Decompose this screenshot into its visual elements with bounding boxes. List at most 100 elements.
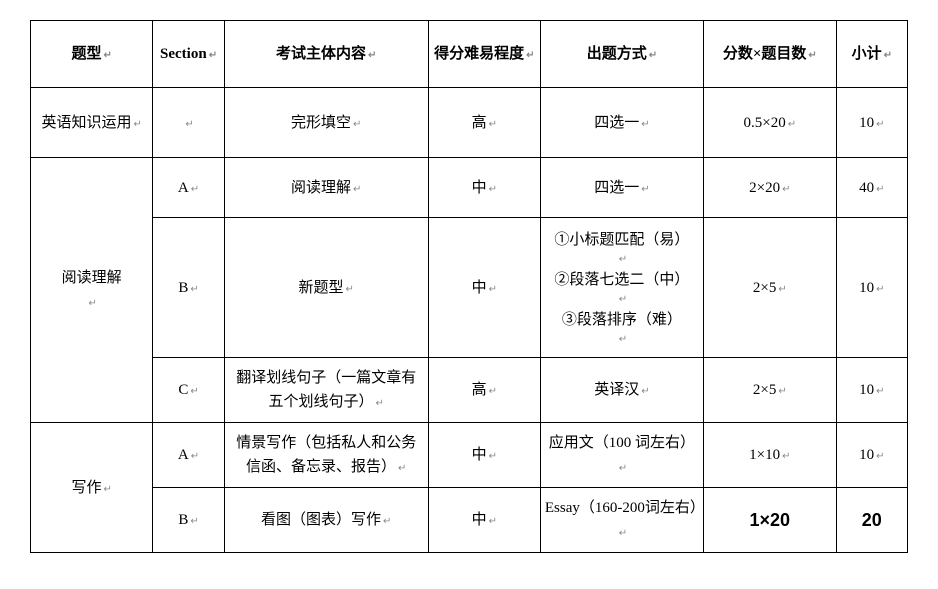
table-row: B↵ 新题型↵ 中↵ ①小标题匹配（易）↵ ②段落七选二（中）↵ ③段落排序（难…: [31, 218, 908, 358]
cell-text: 1×20: [750, 510, 791, 530]
cell-score-bold: 1×20: [704, 488, 837, 553]
cell-subtotal: 40↵: [836, 158, 907, 218]
para-marker: ↵: [191, 184, 199, 195]
cell-difficulty: 中↵: [428, 488, 540, 553]
header-text: 题型: [71, 46, 101, 62]
cell-method-multi: ①小标题匹配（易）↵ ②段落七选二（中）↵ ③段落排序（难）↵: [540, 218, 703, 358]
header-text: 出题方式: [587, 46, 647, 62]
cell-text: C: [178, 382, 188, 398]
cell-text: 写作: [71, 480, 101, 496]
cell-text: 0.5×20: [743, 115, 785, 131]
para-marker: ↵: [376, 398, 384, 409]
para-marker: ↵: [641, 386, 649, 397]
col-subtotal: 小计↵: [836, 21, 907, 88]
cell-text: A: [178, 180, 189, 196]
cell-section: A↵: [153, 158, 224, 218]
cell-text: 英译汉: [594, 382, 639, 398]
para-marker: ↵: [884, 50, 892, 61]
para-marker: ↵: [808, 50, 816, 61]
cell-content: 完形填空↵: [224, 88, 428, 158]
para-marker: ↵: [876, 119, 884, 130]
cell-score: 2×5↵: [704, 218, 837, 358]
cell-text: 10: [859, 447, 874, 463]
para-marker: ↵: [190, 516, 198, 527]
header-text: 分数×题目数: [723, 46, 807, 62]
cell-text: 2×20: [749, 180, 780, 196]
cell-text: A: [178, 447, 189, 463]
cell-difficulty: 中↵: [428, 423, 540, 488]
cell-text: 完形填空: [291, 115, 351, 131]
para-marker: ↵: [489, 516, 497, 527]
para-marker: ↵: [876, 184, 884, 195]
cell-text: 40: [859, 180, 874, 196]
cell-content: 看图（图表）写作↵: [224, 488, 428, 553]
cell-text: 中: [472, 447, 487, 463]
para-marker: ↵: [641, 184, 649, 195]
cell-text: 高: [472, 382, 487, 398]
cell-score: 2×5↵: [704, 358, 837, 423]
cell-text: 20: [862, 510, 882, 530]
table-row: 写作↵ A↵ 情景写作（包括私人和公务信函、备忘录、报告）↵ 中↵ 应用文（10…: [31, 423, 908, 488]
cell-text: 10: [859, 115, 874, 131]
cell-text: B: [178, 512, 188, 528]
cell-text: 中: [472, 280, 487, 296]
cell-text: 1×10: [749, 447, 780, 463]
header-text: Section: [160, 46, 207, 62]
cell-difficulty: 中↵: [428, 158, 540, 218]
cell-text: 翻译划线句子（一篇文章有五个划线句子）: [236, 370, 416, 410]
para-marker: ↵: [782, 184, 790, 195]
cell-text: 中: [472, 512, 487, 528]
cell-text: 情景写作（包括私人和公务信函、备忘录、报告）: [236, 435, 416, 475]
table-row: 阅读理解 ↵ A↵ 阅读理解↵ 中↵ 四选一↵ 2×20↵ 40↵: [31, 158, 908, 218]
para-marker: ↵: [190, 386, 198, 397]
para-marker: ↵: [489, 184, 497, 195]
method-line: ①小标题匹配（易）↵: [545, 228, 699, 268]
cell-text: 看图（图表）写作: [261, 512, 381, 528]
para-marker: ↵: [88, 298, 96, 309]
para-marker: ↵: [103, 50, 111, 61]
para-marker: ↵: [133, 119, 141, 130]
para-marker: ↵: [190, 284, 198, 295]
cell-text: 应用文（100 词左右）: [549, 435, 695, 451]
cell-subtotal: 10↵: [836, 88, 907, 158]
cell-method: 四选一↵: [540, 158, 703, 218]
method-line: ③段落排序（难）↵: [545, 308, 699, 348]
cell-text: 阅读理解: [62, 270, 122, 286]
para-marker: ↵: [876, 451, 884, 462]
cell-text: B: [178, 280, 188, 296]
para-marker: ↵: [782, 451, 790, 462]
table-row: 英语知识运用↵ ↵ 完形填空↵ 高↵ 四选一↵ 0.5×20↵ 10↵: [31, 88, 908, 158]
cell-section: B↵: [153, 488, 224, 553]
para-marker: ↵: [489, 451, 497, 462]
para-marker: ↵: [489, 386, 497, 397]
para-marker: ↵: [353, 119, 361, 130]
cell-content: 新题型↵: [224, 218, 428, 358]
header-text: 考试主体内容: [276, 46, 366, 62]
cell-method: 应用文（100 词左右） ↵: [540, 423, 703, 488]
para-marker: ↵: [383, 516, 391, 527]
para-marker: ↵: [353, 184, 361, 195]
exam-structure-table: 题型↵ Section↵ 考试主体内容↵ 得分难易程度↵ 出题方式↵ 分数×题目…: [30, 20, 908, 553]
col-method: 出题方式↵: [540, 21, 703, 88]
para-marker: ↵: [489, 119, 497, 130]
cell-score: 0.5×20↵: [704, 88, 837, 158]
cell-text: 2×5: [753, 280, 776, 296]
cell-subtotal: 10↵: [836, 218, 907, 358]
cell-subtotal: 10↵: [836, 358, 907, 423]
cell-type-group: 阅读理解 ↵: [31, 158, 153, 423]
para-marker: ↵: [346, 284, 354, 295]
para-marker: ↵: [876, 386, 884, 397]
para-marker: ↵: [489, 284, 497, 295]
table-row: B↵ 看图（图表）写作↵ 中↵ Essay（160-200词左右）↵ 1×20 …: [31, 488, 908, 553]
cell-text: Essay（160-200词左右）: [545, 500, 705, 516]
para-marker: ↵: [778, 386, 786, 397]
cell-section: C↵: [153, 358, 224, 423]
col-difficulty: 得分难易程度↵: [428, 21, 540, 88]
cell-score: 2×20↵: [704, 158, 837, 218]
cell-method: 四选一↵: [540, 88, 703, 158]
para-marker: ↵: [619, 463, 627, 474]
para-marker: ↵: [398, 463, 406, 474]
col-section: Section↵: [153, 21, 224, 88]
col-content: 考试主体内容↵: [224, 21, 428, 88]
para-marker: ↵: [209, 50, 217, 61]
